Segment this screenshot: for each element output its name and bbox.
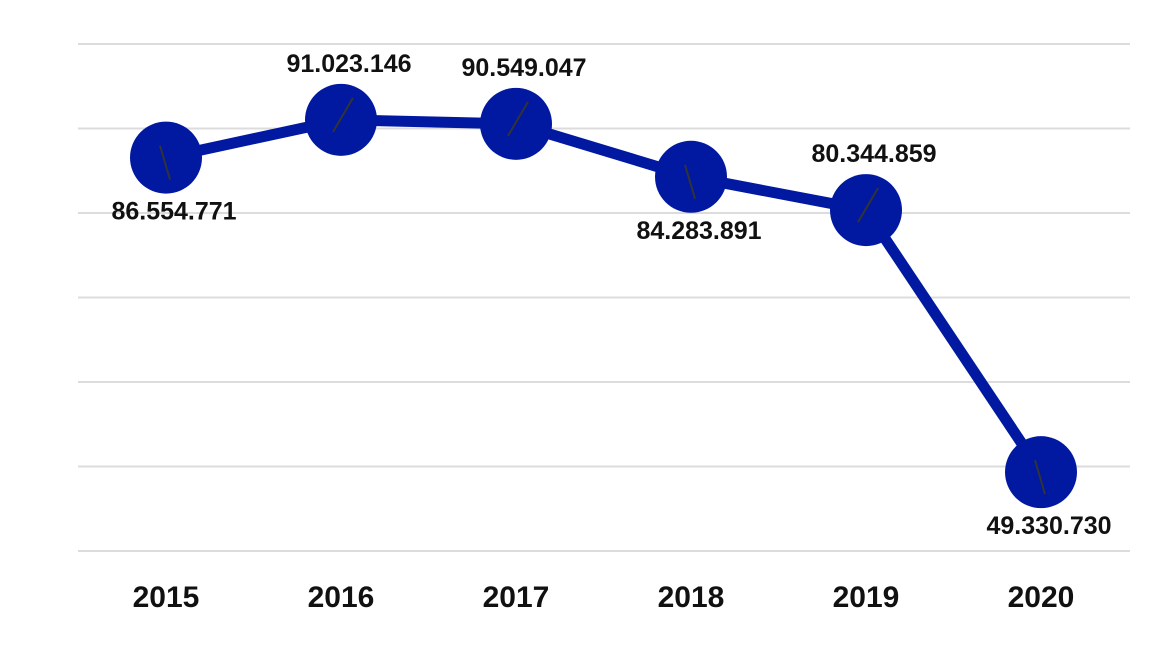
data-label-2016: 91.023.146 [286, 50, 411, 78]
data-label-2020: 49.330.730 [986, 512, 1111, 540]
x-tick-label-2018: 2018 [658, 581, 725, 614]
gridlines [78, 43, 1130, 552]
leader-line-2015 [159, 145, 171, 180]
leader-line-2019 [857, 187, 879, 223]
x-tick-label-2020: 2020 [1008, 581, 1075, 614]
series-line [160, 114, 1047, 478]
leader-line-2016 [332, 97, 354, 133]
data-label-2017: 90.549.047 [461, 54, 586, 82]
leader-line-2020 [1034, 459, 1046, 495]
x-axis-tick-labels: 2015 2016 2017 2018 2019 2020 [133, 581, 1075, 614]
x-tick-label-2016: 2016 [308, 581, 375, 614]
x-tick-label-2015: 2015 [133, 581, 200, 614]
x-tick-label-2017: 2017 [483, 581, 550, 614]
data-label-2019: 80.344.859 [811, 140, 936, 168]
data-point-2018 [655, 140, 727, 213]
data-point-2015 [130, 121, 202, 194]
data-label-2015: 86.554.771 [111, 198, 236, 226]
data-label-2018: 84.283.891 [636, 217, 761, 245]
x-tick-label-2019: 2019 [833, 581, 900, 614]
series: 86.554.771 91.023.146 90.549.047 84.283.891… [111, 50, 1111, 540]
data-point-2020 [1005, 436, 1077, 509]
leader-line-2017 [507, 101, 529, 137]
leader-line-2018 [684, 164, 696, 200]
